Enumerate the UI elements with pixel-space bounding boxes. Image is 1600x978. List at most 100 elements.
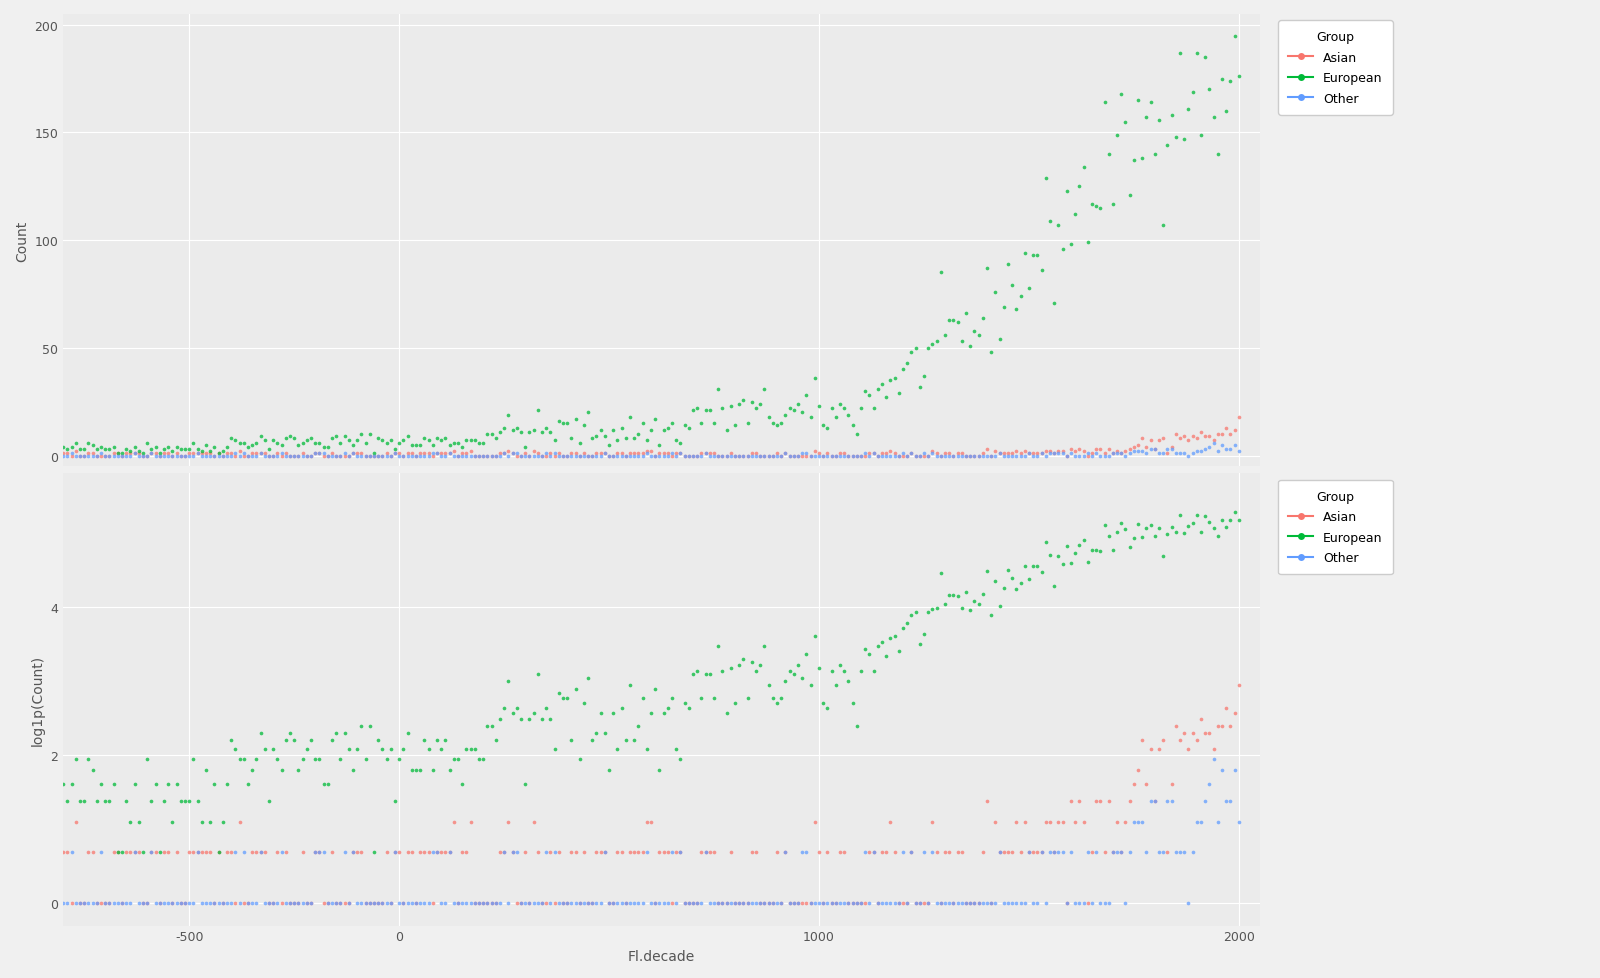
Point (318, 448, 344, 464)
Point (970, 896, 995, 911)
Point (202, 777, 227, 792)
Point (643, 896, 669, 911)
Point (1024, 844, 1050, 860)
Point (1210, 426, 1235, 442)
Point (1184, 508, 1210, 523)
Point (949, 600, 974, 616)
Point (362, 844, 387, 860)
Point (475, 896, 501, 911)
Point (1058, 238, 1083, 253)
Point (773, 408, 798, 423)
Point (96, 793, 122, 809)
Point (365, 448, 390, 464)
Point (944, 446, 970, 462)
Point (160, 448, 186, 464)
Point (530, 448, 555, 464)
Legend: Asian, European, Other: Asian, European, Other (1278, 22, 1392, 115)
Point (869, 896, 894, 911)
Point (755, 410, 781, 425)
Point (59, 446, 85, 462)
Point (509, 448, 534, 464)
Point (1112, 815, 1138, 830)
Point (1024, 446, 1050, 462)
Point (486, 844, 512, 860)
Point (944, 448, 970, 464)
Point (1202, 435, 1227, 451)
Point (318, 844, 344, 860)
Point (794, 896, 819, 911)
Point (101, 896, 126, 911)
Point (197, 815, 222, 830)
Point (1171, 525, 1197, 541)
Point (974, 261, 1000, 277)
Point (768, 690, 794, 706)
Point (778, 896, 803, 911)
Point (248, 446, 274, 462)
Point (118, 446, 144, 462)
Point (853, 844, 878, 860)
Point (1045, 549, 1070, 564)
Point (352, 896, 378, 911)
Point (794, 448, 819, 464)
Point (760, 448, 786, 464)
Point (680, 448, 706, 464)
Point (235, 777, 261, 792)
Point (978, 896, 1003, 911)
Point (411, 446, 437, 462)
Point (96, 442, 122, 458)
Point (51, 844, 77, 860)
Point (659, 844, 685, 860)
Point (1083, 442, 1109, 458)
Point (59, 777, 85, 792)
Point (949, 334, 974, 350)
Point (109, 844, 134, 860)
Point (336, 433, 362, 449)
Point (230, 896, 256, 911)
Point (1050, 242, 1075, 257)
Point (408, 896, 434, 911)
Point (610, 421, 635, 436)
Point (168, 793, 194, 809)
Point (1091, 446, 1117, 462)
Point (886, 644, 912, 659)
Point (605, 448, 630, 464)
Point (194, 446, 219, 462)
Point (978, 345, 1003, 361)
Point (1142, 147, 1168, 162)
Point (966, 896, 992, 911)
Point (1101, 197, 1126, 212)
Point (920, 601, 946, 617)
Point (722, 448, 747, 464)
Point (890, 446, 915, 462)
Point (429, 741, 454, 757)
Point (638, 705, 664, 721)
Point (646, 896, 672, 911)
Point (298, 431, 323, 447)
Point (610, 896, 635, 911)
Point (587, 448, 613, 464)
Point (877, 896, 902, 911)
Point (667, 844, 693, 860)
Point (634, 815, 659, 830)
Point (398, 896, 424, 911)
Point (982, 448, 1008, 464)
Point (659, 416, 685, 431)
Point (861, 844, 886, 860)
Point (390, 896, 416, 911)
Point (744, 844, 770, 860)
Point (139, 844, 165, 860)
Point (189, 448, 214, 464)
Point (1171, 132, 1197, 148)
Point (848, 663, 874, 679)
Point (982, 285, 1008, 300)
Point (315, 777, 341, 792)
Point (613, 448, 638, 464)
Point (1112, 114, 1138, 130)
Point (142, 896, 168, 911)
Point (1037, 815, 1062, 830)
Point (269, 896, 294, 911)
Point (294, 896, 320, 911)
Point (450, 446, 475, 462)
Point (571, 896, 597, 911)
Point (765, 896, 790, 911)
